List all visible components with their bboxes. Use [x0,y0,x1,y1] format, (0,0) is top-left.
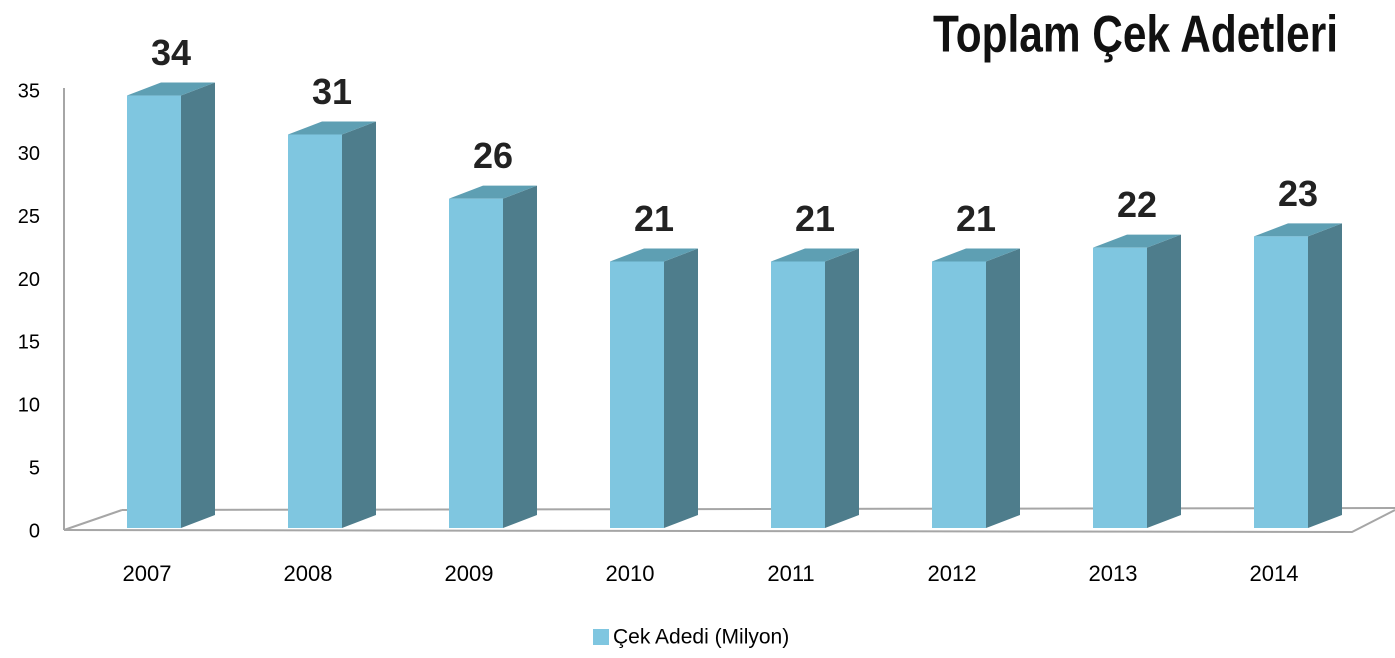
x-tick-label: 2013 [1089,561,1138,586]
bar-side [986,248,1020,528]
legend-label: Çek Adedi (Milyon) [613,626,789,649]
bar-side [664,248,698,528]
bar-side [503,185,537,528]
bar [1254,223,1342,529]
bar-side [825,248,859,528]
bar-top [288,121,376,135]
data-label: 26 [473,135,513,176]
bar-front [771,261,825,528]
x-tick-label: 2008 [284,561,333,586]
bar-front [932,261,986,528]
bar [771,248,859,528]
y-tick-label: 0 [29,520,40,542]
bar-front [1254,236,1308,529]
y-tick-label: 25 [18,206,40,228]
y-tick-label: 20 [18,269,40,291]
x-tick-label: 2007 [123,561,172,586]
y-tick-label: 30 [18,143,40,165]
bar-side [342,121,376,528]
bar-top [449,185,537,199]
data-label: 21 [956,198,996,239]
bar-front [449,198,503,528]
bar-top [771,248,859,262]
bar-front [610,261,664,528]
bar [932,248,1020,528]
data-label: 23 [1278,173,1318,214]
bar-top [1093,234,1181,248]
legend-swatch [593,629,609,645]
bar [610,248,698,528]
y-tick-label: 5 [29,457,40,479]
bar-top [127,82,215,96]
x-tick-label: 2009 [445,561,494,586]
x-tick-label: 2011 [767,561,814,586]
data-label: 34 [151,32,191,73]
bar-top [1254,223,1342,237]
y-tick-label: 35 [18,80,40,102]
bar-front [127,95,181,529]
bar-side [181,82,215,529]
bar-side [1308,223,1342,529]
x-tick-label: 2014 [1250,561,1299,586]
bar-side [1147,234,1181,528]
chart-title: Toplam Çek Adetleri [933,6,1338,64]
bar-top [610,248,698,262]
bar [449,185,537,528]
bar [1093,234,1181,528]
x-tick-label: 2012 [928,561,977,586]
data-label: 21 [634,198,674,239]
data-label: 22 [1117,184,1157,225]
y-tick-label: 15 [18,332,40,354]
x-tick-label: 2010 [606,561,655,586]
bar [288,121,376,528]
bar-top [932,248,1020,262]
bar [127,82,215,529]
bar-front [1093,247,1147,528]
data-label: 31 [312,71,352,112]
axis-frame [63,88,1395,534]
bar-front [288,134,342,528]
data-label: 21 [795,198,835,239]
y-tick-label: 10 [18,395,40,417]
